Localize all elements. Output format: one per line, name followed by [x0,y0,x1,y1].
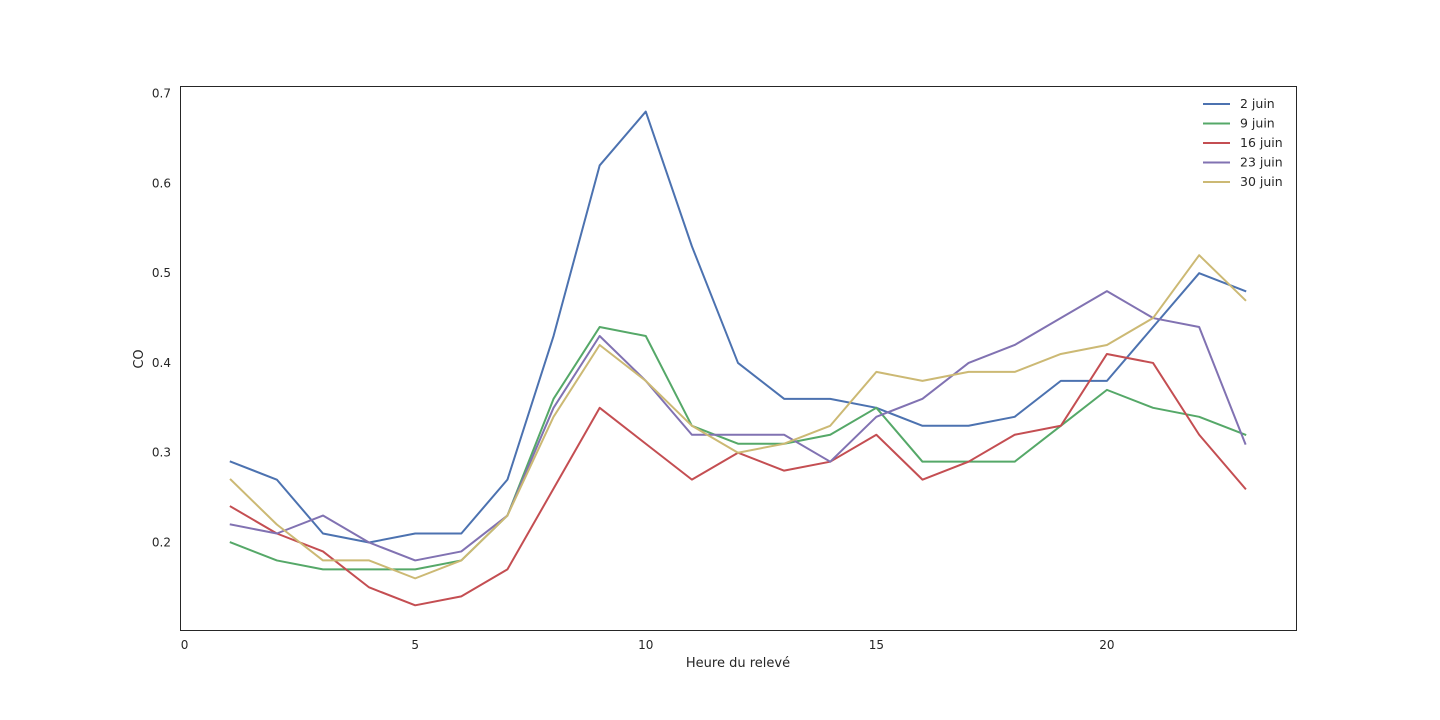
y-axis-label: CO [132,349,147,368]
x-tick-label: 0 [181,638,189,652]
x-tick-label: 5 [411,638,419,652]
x-tick-label: 15 [869,638,884,652]
legend-item: 23 juin [1203,155,1283,170]
series-line-5 [229,254,1247,580]
y-tick-label: 0.4 [152,356,171,370]
x-tick-label: 10 [638,638,653,652]
y-tick-label: 0.2 [152,535,171,549]
legend-label: 9 juin [1240,116,1275,131]
legend-item: 16 juin [1203,135,1283,150]
y-tick-label: 0.3 [152,446,171,460]
x-axis-label: Heure du relevé [686,656,790,671]
legend-item: 30 juin [1203,174,1283,189]
legend-label: 2 juin [1240,96,1275,111]
legend-label: 23 juin [1240,155,1283,170]
legend-label: 16 juin [1240,135,1283,150]
y-axis-ticks: 0.2 0.3 0.4 0.5 0.6 0.7 [152,87,171,550]
legend-item: 9 juin [1203,116,1275,131]
legend-label: 30 juin [1240,174,1283,189]
series-line-2 [229,326,1247,571]
series-layer [229,110,1247,607]
series-line-4 [229,290,1247,562]
x-tick-label: 20 [1099,638,1114,652]
legend: 2 juin 9 juin 16 juin 23 juin 30 juin [1203,96,1283,189]
legend-item: 2 juin [1203,96,1275,111]
series-line-1 [229,110,1247,544]
y-tick-label: 0.5 [152,266,171,280]
plot-frame [180,86,1297,631]
y-tick-label: 0.7 [152,87,171,101]
x-axis-ticks: 0 5 10 15 20 [181,638,1115,652]
y-tick-label: 0.6 [152,176,171,190]
